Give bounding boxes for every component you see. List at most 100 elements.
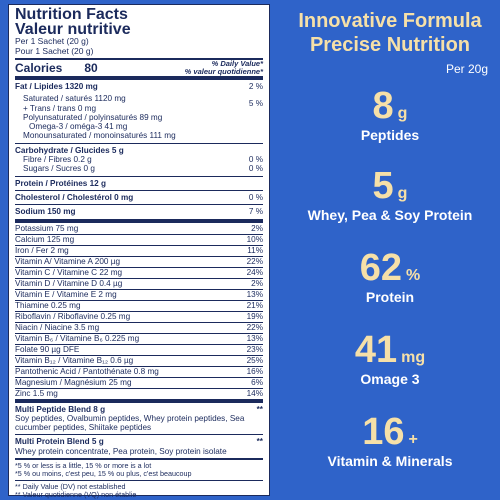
vitamin-name: Vitamin B₁₂ / Vitamine B₁₂ 0.6 µg xyxy=(15,355,134,365)
footnote-3: ** Daily Value (DV) not established xyxy=(15,482,126,492)
vitamin-dv: 2% xyxy=(251,223,263,233)
protein-blend-row: Multi Protein Blend 5 g ** xyxy=(15,437,263,447)
dv-header-fr: % valeur quotidienne* xyxy=(184,67,263,76)
vitamin-row: Vitamin B₆ / Vitamine B₆ 0.225 mg 13% xyxy=(15,332,263,344)
stat-unit: % xyxy=(406,267,421,284)
footnote-2: *5 % ou moins, c'est peu, 15 % ou plus, … xyxy=(15,469,192,479)
stat-value: 8 xyxy=(372,85,394,127)
stat-block: 41 mg Omage 3 xyxy=(280,330,500,388)
stat-label: Vitamin & Minerals xyxy=(327,453,453,469)
footnote-4: ** Valeur quotidienne (VQ) non établie xyxy=(15,490,137,500)
nutrition-title-fr: Valeur nutritive xyxy=(15,21,131,38)
vitamin-name: Vitamin E / Vitamine E 2 mg xyxy=(15,289,117,299)
vitamin-row: Zinc 1.5 mg 14% xyxy=(15,387,263,399)
omega3-row: Omega-3 / oméga-3 41 mg xyxy=(29,122,128,132)
calories-label: Calories xyxy=(15,61,63,75)
vitamin-row: Folate 90 µg DFE 23% xyxy=(15,343,263,355)
footnote-1: *5 % or less is a little, 15 % or more i… xyxy=(15,461,152,471)
carb-row: Carbohydrate / Glucides 5 g xyxy=(15,145,124,155)
vitamin-dv: 14% xyxy=(246,388,263,398)
vitamin-name: Pantothenic Acid / Pantothénate 0.8 mg xyxy=(15,366,159,376)
vitamin-dv: 23% xyxy=(246,344,263,354)
vitamin-name: Magnesium / Magnésium 25 mg xyxy=(15,377,132,387)
sodium-row: Sodium 150 mg 7 % xyxy=(15,207,263,217)
fat-row: Fat / Lipides 1320 mg 2 % xyxy=(15,82,263,91)
vitamin-dv: 2% xyxy=(251,278,263,288)
stat-label: Protein xyxy=(365,289,415,305)
vitamin-name: Potassium 75 mg xyxy=(15,223,79,233)
stat-value: 16 xyxy=(362,411,405,453)
nutrition-title-en: Nutrition Facts xyxy=(15,6,128,23)
vitamin-name: Riboflavin / Riboflavine 0.25 mg xyxy=(15,311,131,321)
vitamin-row: Vitamin B₁₂ / Vitamine B₁₂ 0.6 µg 25% xyxy=(15,354,263,366)
heading-line-1: Innovative Formula xyxy=(298,10,482,32)
calories-row: Calories 80 % Daily Value*% valeur quotid… xyxy=(15,60,263,76)
stat-block: 5 g Whey, Pea & Soy Protein xyxy=(280,166,500,224)
vitamin-list: Potassium 75 mg 2% Calcium 125 mg 10% Iron /… xyxy=(15,224,263,399)
vitamin-dv: 11% xyxy=(247,245,263,255)
vitamin-row: Pantothenic Acid / Pantothénate 0.8 mg 16… xyxy=(15,365,263,377)
stat-block: 62% Protein xyxy=(280,248,500,306)
vitamin-dv: 22% xyxy=(246,322,263,332)
vitamin-name: Calcium 125 mg xyxy=(15,234,75,244)
vitamin-dv: 13% xyxy=(246,333,263,343)
vitamin-name: Vitamin B₆ / Vitamine B₆ 0.225 mg xyxy=(15,333,140,343)
serving-size-fr: Pour 1 Sachet (20 g) xyxy=(15,45,94,56)
stat-label: Peptides xyxy=(360,127,420,143)
vitamin-name: Vitamin A/ Vitamine A 200 µg xyxy=(15,256,121,266)
heading-line-2: Precise Nutrition xyxy=(309,34,471,56)
stat-unit: g xyxy=(397,185,408,202)
vitamin-row: Vitamin D / Vitamine D 0.4 µg 2% xyxy=(15,277,263,289)
poly-row: Polyunsaturated / polyinsaturés 89 mg xyxy=(23,112,163,122)
stat-value: 5 xyxy=(372,165,394,207)
calories-value: 80 xyxy=(84,61,98,75)
vitamin-row: Iron / Fer 2 mg 11% xyxy=(15,244,263,256)
stat-block: 8 g Peptides xyxy=(280,86,500,144)
vitamin-name: Folate 90 µg DFE xyxy=(15,344,80,354)
stat-value: 62 xyxy=(359,247,403,289)
stat-value: 41 xyxy=(354,329,398,371)
highlights-column: Innovative Formula Precise Nutrition Per… xyxy=(280,0,500,500)
vitamin-dv: 19% xyxy=(246,311,263,321)
peptide-blend-row: Multi Peptide Blend 8 g ** xyxy=(15,404,263,414)
vitamin-name: Zinc 1.5 mg xyxy=(15,388,58,398)
vitamin-dv: 13% xyxy=(246,289,263,299)
protein-list: Whey protein concentrate, Pea protein, S… xyxy=(15,446,227,456)
vitamin-name: Niacin / Niacine 3.5 mg xyxy=(15,322,100,332)
vitamin-name: Vitamin C / Vitamine C 22 mg xyxy=(15,267,123,277)
vitamin-dv: 16% xyxy=(246,366,263,376)
vitamin-row: Magnesium / Magnésium 25 mg 6% xyxy=(15,376,263,388)
protein-row: Protein / Protéines 12 g xyxy=(15,178,106,188)
vitamin-dv: 10% xyxy=(246,234,263,244)
nutrition-facts-panel: Nutrition Facts Valeur nutritive Per 1 S… xyxy=(8,4,270,500)
vitamin-name: Vitamin D / Vitamine D 0.4 µg xyxy=(15,278,123,288)
vitamin-row: Vitamin C / Vitamine C 22 mg 24% xyxy=(15,266,263,278)
vitamin-dv: 22% xyxy=(246,256,263,266)
stat-label: Omage 3 xyxy=(360,371,420,387)
dv-header-en: % Daily Value* xyxy=(211,59,263,68)
vitamin-row: Vitamin E / Vitamine E 2 mg 13% xyxy=(15,288,263,300)
vitamin-dv: 6% xyxy=(251,377,263,387)
vitamin-name: Iron / Fer 2 mg xyxy=(15,245,69,255)
vitamin-dv: 25% xyxy=(246,355,263,365)
stat-label: Whey, Pea & Soy Protein xyxy=(307,207,473,223)
vitamin-row: Potassium 75 mg 2% xyxy=(15,224,263,234)
stat-block: 16 + Vitamin & Minerals xyxy=(280,412,500,470)
serving-size-en: Per 1 Sachet (20 g) xyxy=(15,36,89,46)
vitamin-row: Niacin / Niacine 3.5 mg 22% xyxy=(15,321,263,333)
trans-row: + Trans / trans 0 mg 5 % xyxy=(23,98,263,113)
vitamin-row: Thiamine 0.25 mg 21% xyxy=(15,299,263,311)
peptide-list: Soy peptides, Ovalbumin peptides, Whey p… xyxy=(15,413,245,433)
stat-unit: mg xyxy=(401,349,426,366)
vitamin-row: Riboflavin / Riboflavine 0.25 mg 19% xyxy=(15,310,263,322)
mono-row: Monounsaturated / monoinsaturés 111 mg xyxy=(23,131,176,141)
vitamin-dv: 21% xyxy=(246,300,263,310)
cholesterol-row: Cholesterol / Cholestérol 0 mg 0 % xyxy=(15,192,263,202)
per-serving-label: Per 20g xyxy=(445,62,488,76)
vitamin-row: Vitamin A/ Vitamine A 200 µg 22% xyxy=(15,255,263,267)
saturated-row: Saturated / saturés 1120 mg xyxy=(23,94,126,104)
stat-unit: g xyxy=(397,105,408,122)
vitamin-row: Calcium 125 mg 10% xyxy=(15,233,263,245)
